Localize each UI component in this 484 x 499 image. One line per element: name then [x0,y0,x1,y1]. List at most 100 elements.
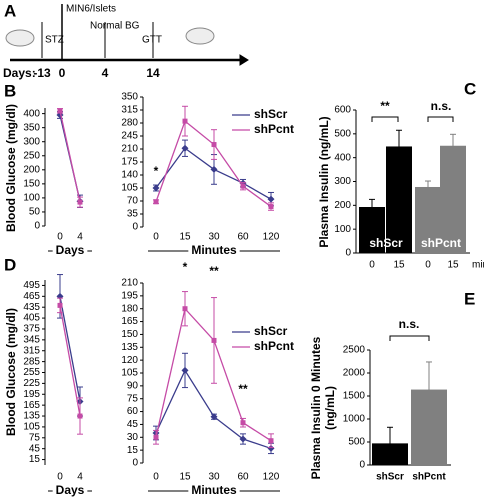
marker [239,435,247,443]
y-tick-label: 2000 [343,368,366,379]
event: GTT [142,35,162,46]
y-tick-label: 0 [132,222,138,233]
y-tick-label: 60 [127,406,139,417]
x-axis-label: Days [56,243,85,257]
y-axis-label: (ng/mL) [323,386,337,430]
y-tick-label: 495 [23,280,40,291]
event: Normal BG [90,21,140,32]
y-tick-label: 300 [23,136,40,147]
y-tick-label: 600 [334,105,351,116]
marker [210,413,218,421]
y-tick-label: 120 [121,355,138,366]
y-tick-label: 500 [334,128,351,139]
y-tick-label: 245 [121,131,138,142]
y-tick-label: 70 [127,196,139,207]
y-tick-label: 135 [23,411,40,422]
marker [267,444,275,452]
x-tick-label: 60 [237,232,249,243]
x-tick-label: 30 [208,472,220,483]
y-tick-label: 0 [34,221,40,232]
y-axis-label: Plasma Insulin (ng/mL) [317,116,331,247]
x-tick-label: 30 [208,232,220,243]
marker [57,302,63,308]
y-tick-label: 315 [121,105,138,116]
y-tick-label: 100 [334,224,351,235]
y-tick-label: 150 [23,178,40,189]
y-tick-label: 165 [121,316,138,327]
marker [181,366,189,374]
y-tick-label: 195 [121,290,138,301]
bar [386,146,412,253]
marker [77,199,83,205]
x-tick-label: 4 [77,232,83,243]
bracket [371,116,399,122]
x-tick-label: 0 [425,260,431,271]
arrow-head [239,54,249,66]
marker [182,118,188,124]
y-tick-label: 400 [23,108,40,119]
y-tick-label: 0 [132,458,138,469]
y-tick-label: 405 [23,313,40,324]
marker [153,199,159,205]
y-tick-label: 400 [334,152,351,163]
y-tick-label: 225 [23,378,40,389]
event: STZ [45,35,64,46]
mouse-icon [5,29,35,47]
annotation: ** [209,264,219,278]
y-tick-label: 200 [23,164,40,175]
y-tick-label: 0 [359,460,365,471]
y-tick-label: 465 [23,291,40,302]
day: -13 [33,66,51,80]
marker [57,108,63,114]
x-tick-label: 0 [369,260,375,271]
x-tick-label: 120 [263,472,280,483]
y-tick-label: 35 [127,209,139,220]
day: 14 [146,66,160,80]
x-tick-label: 0 [57,472,63,483]
y-tick-label: 200 [334,200,351,211]
days-label: Days: [3,66,36,80]
y-axis-label: Plasma Insulin 0 Minutes [309,336,323,479]
legend-label: shPcnt [254,122,294,136]
y-tick-label: 250 [23,150,40,161]
y-tick-label: 180 [121,303,138,314]
y-tick-label: 105 [121,183,138,194]
event: MIN6/Islets [66,4,116,15]
y-tick-label: 210 [121,144,138,155]
y-tick-label: 90 [127,380,139,391]
y-tick-label: 345 [23,334,40,345]
panel-label: B [4,81,16,100]
series-line [59,110,81,203]
x-axis-label: Minutes [191,483,237,497]
legend-label: shPcnt [254,339,294,353]
bracket [389,335,430,341]
y-tick-label: 315 [23,345,40,356]
y-tick-label: 280 [121,118,138,129]
y-tick-label: 75 [127,393,139,404]
y-tick-label: 45 [29,443,41,454]
y-tick-label: 210 [121,278,138,289]
annotation: ** [238,382,248,396]
marker [181,144,189,152]
x-tick-label: 60 [237,472,249,483]
x-tick-label: 0 [57,232,63,243]
y-tick-label: 105 [23,422,40,433]
y-axis-label: Blood Glucose (mg/dl) [4,104,18,232]
group-label: shScr [369,236,403,250]
timeline-art [5,4,249,66]
marker [152,184,160,192]
y-tick-label: 0 [345,248,351,259]
y-tick-label: 105 [121,368,138,379]
marker [211,142,217,148]
marker [240,420,246,426]
y-tick-label: 435 [23,302,40,313]
y-tick-label: 75 [29,432,41,443]
series-line [59,296,81,402]
y-tick-label: 195 [23,389,40,400]
y-tick-label: 140 [121,170,138,181]
y-tick-label: 150 [121,329,138,340]
marker [210,165,218,173]
y-tick-label: 50 [29,207,41,218]
y-tick-label: 100 [23,193,40,204]
panel-label: A [4,1,16,20]
